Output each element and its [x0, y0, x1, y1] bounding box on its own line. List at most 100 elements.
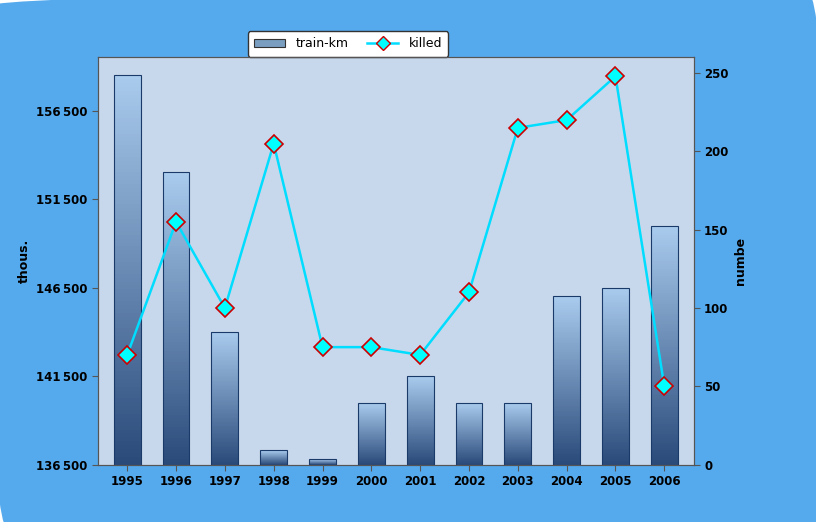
Bar: [504, 462, 531, 464]
Bar: [504, 430, 531, 431]
Bar: [358, 409, 385, 410]
Bar: [504, 447, 531, 448]
Bar: [504, 437, 531, 438]
Bar: [602, 433, 629, 434]
Bar: [651, 307, 678, 309]
Bar: [358, 427, 385, 428]
Bar: [651, 354, 678, 357]
Bar: [162, 374, 189, 377]
Legend: train-km, killed: train-km, killed: [248, 31, 448, 56]
Bar: [358, 453, 385, 454]
Bar: [113, 149, 140, 153]
Bar: [406, 378, 433, 379]
Bar: [602, 390, 629, 392]
Bar: [651, 462, 678, 465]
Bar: [406, 424, 433, 425]
Bar: [113, 422, 140, 425]
Bar: [553, 396, 580, 397]
Bar: [651, 309, 678, 312]
Bar: [358, 432, 385, 433]
Bar: [553, 371, 580, 372]
Bar: [162, 424, 189, 426]
Bar: [211, 347, 238, 348]
Bar: [358, 439, 385, 440]
Bar: [553, 418, 580, 419]
Bar: [651, 388, 678, 390]
Bar: [651, 290, 678, 292]
Bar: [113, 83, 140, 87]
Bar: [211, 431, 238, 433]
Bar: [113, 398, 140, 402]
Bar: [358, 413, 385, 414]
Bar: [504, 409, 531, 410]
Bar: [602, 323, 629, 325]
Bar: [553, 422, 580, 424]
Bar: [406, 402, 433, 404]
Bar: [211, 354, 238, 355]
Bar: [651, 228, 678, 230]
Bar: [162, 307, 189, 310]
Bar: [602, 452, 629, 454]
Bar: [553, 360, 580, 362]
Bar: [651, 314, 678, 316]
Bar: [406, 376, 433, 377]
Bar: [162, 260, 189, 263]
Bar: [553, 379, 580, 381]
Bar: [504, 428, 531, 429]
Bar: [211, 450, 238, 452]
Bar: [162, 368, 189, 371]
Bar: [602, 318, 629, 319]
Bar: [651, 295, 678, 298]
Bar: [602, 440, 629, 442]
Bar: [406, 448, 433, 449]
Bar: [553, 323, 580, 325]
Bar: [553, 382, 580, 384]
Bar: [162, 453, 189, 456]
Bar: [211, 463, 238, 465]
Bar: [651, 362, 678, 364]
Bar: [651, 254, 678, 257]
Bar: [113, 208, 140, 211]
Bar: [211, 359, 238, 360]
Bar: [211, 443, 238, 445]
Bar: [553, 394, 580, 396]
Bar: [406, 449, 433, 450]
Bar: [162, 336, 189, 339]
Bar: [162, 275, 189, 278]
Bar: [504, 436, 531, 437]
Bar: [504, 402, 531, 465]
Bar: [162, 360, 189, 362]
Bar: [602, 408, 629, 410]
Bar: [602, 405, 629, 406]
Bar: [455, 429, 482, 430]
Bar: [651, 383, 678, 386]
Bar: [602, 376, 629, 378]
Bar: [651, 448, 678, 450]
Bar: [162, 243, 189, 245]
Bar: [651, 376, 678, 378]
Bar: [602, 309, 629, 311]
Bar: [602, 434, 629, 436]
Bar: [602, 394, 629, 396]
Bar: [602, 293, 629, 294]
Bar: [162, 310, 189, 313]
Bar: [113, 145, 140, 149]
Bar: [162, 199, 189, 201]
Bar: [162, 181, 189, 184]
Bar: [162, 318, 189, 322]
Bar: [455, 410, 482, 411]
Bar: [602, 459, 629, 461]
Bar: [113, 332, 140, 336]
Bar: [211, 396, 238, 397]
Bar: [553, 330, 580, 331]
Bar: [211, 385, 238, 386]
Bar: [553, 397, 580, 399]
Bar: [406, 393, 433, 394]
Bar: [455, 459, 482, 460]
Bar: [406, 410, 433, 411]
Bar: [651, 274, 678, 276]
Bar: [602, 399, 629, 401]
Bar: [553, 414, 580, 416]
Bar: [602, 450, 629, 452]
Bar: [651, 438, 678, 441]
